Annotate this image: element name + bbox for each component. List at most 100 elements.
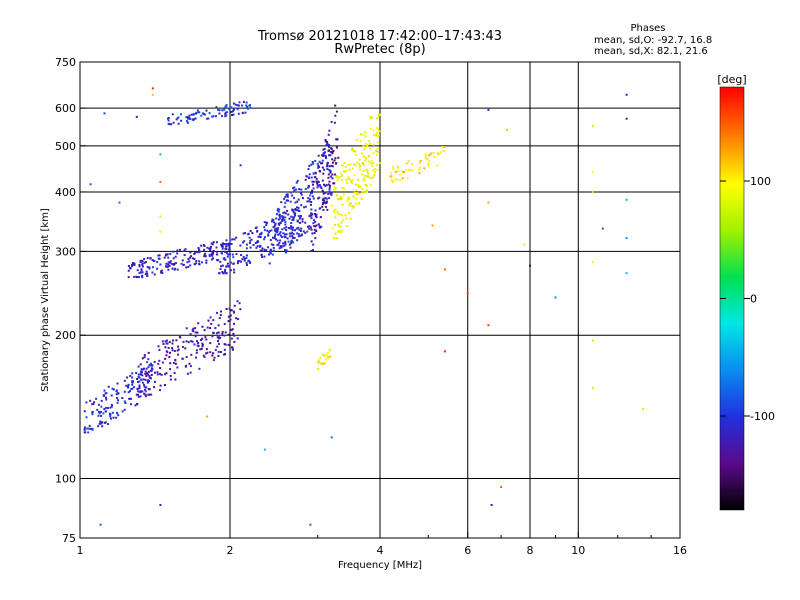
data-point [326,165,328,168]
data-point [298,217,301,220]
data-point [222,257,225,260]
data-point [297,235,300,238]
data-point [225,114,228,117]
data-point [312,183,314,186]
data-point [242,256,245,258]
data-point [227,343,230,346]
y-axis-label: Stationary phase Virtual Height [km] [40,208,51,392]
data-point [123,408,126,411]
data-point [274,230,277,233]
data-point [310,228,313,231]
data-point [326,208,329,211]
data-point [298,228,301,231]
data-point [322,201,325,204]
data-point [220,351,222,353]
data-point [261,256,264,258]
data-point [209,327,212,329]
data-point [361,191,364,194]
data-point [297,233,300,236]
data-point [160,373,163,376]
data-point [335,110,338,113]
data-point [160,270,163,273]
data-point [369,183,372,186]
data-point [355,189,358,192]
data-point [247,107,249,110]
data-point [314,215,317,217]
data-point [337,223,340,226]
data-point [182,340,185,343]
data-point [245,243,248,246]
data-point [220,310,222,313]
data-point [642,408,645,410]
data-point [356,139,359,142]
x-tick-label: 8 [527,544,534,557]
data-point [349,163,352,166]
data-point [197,342,200,344]
data-point [268,231,270,234]
data-point [138,386,141,389]
data-point [100,405,103,408]
data-point [184,347,187,350]
data-point [198,248,201,251]
data-point [177,348,180,351]
data-point [326,142,329,145]
y-tick-label: 75 [62,532,76,545]
data-point [340,229,343,232]
data-point [315,216,318,219]
data-point [276,229,279,232]
data-point [292,233,295,236]
data-point [310,163,313,166]
data-point [419,167,422,169]
data-point [313,232,316,234]
data-point [103,389,106,392]
data-point [358,192,361,195]
data-point [406,177,409,180]
data-point [147,373,150,376]
data-point [294,214,297,217]
data-point [211,354,214,357]
data-point [310,217,313,220]
data-point [282,211,285,214]
data-point [159,263,162,266]
data-point [165,253,168,256]
data-point [329,355,332,358]
data-point [443,268,446,271]
data-point [345,217,348,220]
data-point [312,180,315,183]
data-point [328,197,331,200]
data-point [83,426,86,429]
data-point [167,119,170,122]
data-point [311,180,314,183]
data-point [195,349,198,352]
data-point [372,143,375,146]
data-point [279,245,282,248]
data-point [236,108,239,111]
data-point [396,178,399,181]
data-point [329,150,332,153]
data-point [328,169,331,172]
data-point [195,260,198,262]
data-point [175,339,178,342]
data-point [268,253,270,256]
data-point [314,220,317,223]
data-point [185,266,188,269]
data-point [376,164,379,166]
data-point [284,249,286,251]
data-point [229,239,232,242]
data-point [321,166,324,169]
data-point [268,262,271,265]
data-point [352,195,355,198]
data-point [144,388,146,391]
data-point [83,429,86,432]
data-point [334,173,337,176]
data-point [100,414,103,417]
data-point [183,254,186,256]
data-point [263,255,266,258]
data-point [351,148,354,151]
data-point [354,192,357,195]
data-point [247,259,250,262]
data-point [261,247,264,250]
data-point [291,208,294,211]
data-point [357,178,360,181]
data-point [248,242,251,244]
